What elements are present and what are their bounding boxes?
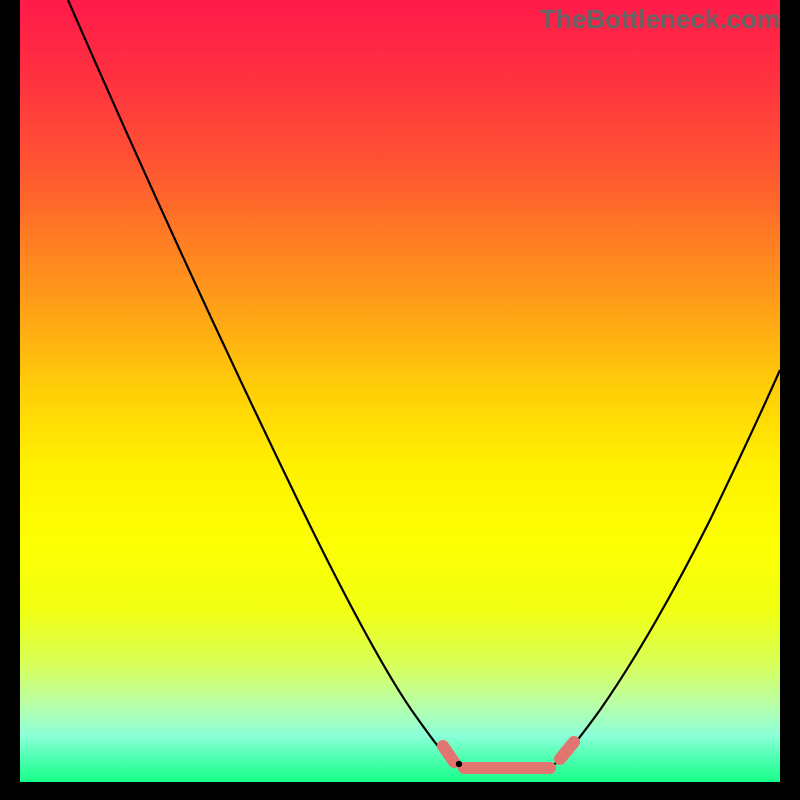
border-left xyxy=(0,0,20,800)
border-right xyxy=(780,0,800,800)
chart-svg xyxy=(20,0,780,782)
min-marker-dot xyxy=(456,761,462,767)
watermark-text: TheBottleneck.com xyxy=(540,4,780,35)
chart-container: TheBottleneck.com xyxy=(0,0,800,800)
gradient-background xyxy=(20,0,780,782)
plot-area xyxy=(20,0,780,782)
border-bottom xyxy=(0,782,800,800)
